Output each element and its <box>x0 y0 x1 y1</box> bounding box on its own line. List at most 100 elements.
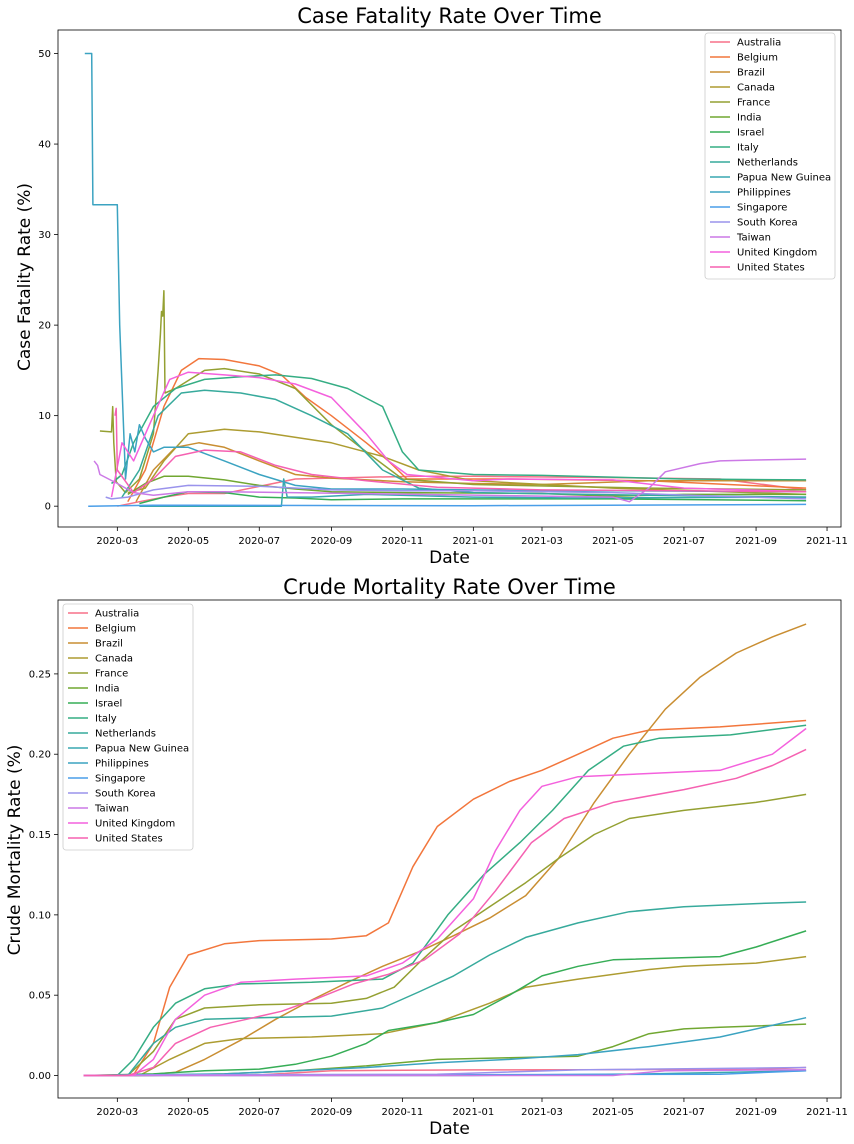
series-line-united-states <box>83 748 807 1077</box>
y-axis-label: Crude Mortality Rate (%) <box>5 745 25 956</box>
legend: Australia Belgium Brazil Canada France India I… <box>704 32 836 280</box>
legend-label: Singapore <box>737 203 787 214</box>
y-axis-label: Case Fatality Rate (%) <box>15 183 35 371</box>
legend-box <box>704 32 836 280</box>
y-tick-label: 20 <box>38 321 51 332</box>
series-line-brazil <box>83 623 807 1077</box>
x-tick-label: 2020-09 <box>311 1107 353 1118</box>
x-tick-label: 2020-11 <box>381 536 423 547</box>
legend-label: United States <box>737 263 805 274</box>
series-line-taiwan <box>93 458 807 503</box>
legend-label: United Kingdom <box>737 248 817 259</box>
legend-label: United Kingdom <box>95 819 175 830</box>
plot-area: 2020-03 2020-05 2020-07 2020-09 2020-11 2021-… <box>29 599 848 1118</box>
series-line-netherlands <box>121 389 807 498</box>
legend-box <box>62 603 194 851</box>
y-tick-label: 40 <box>38 140 51 151</box>
legend-label: Australia <box>737 38 781 49</box>
y-tick-label: 0.20 <box>29 750 51 761</box>
legend-label: Papua New Guinea <box>95 744 189 755</box>
legend-label: Italy <box>737 143 759 154</box>
x-tick-label: 2021-07 <box>663 536 705 547</box>
x-tick-label: 2021-11 <box>806 1107 848 1118</box>
legend-label: Singapore <box>95 774 145 785</box>
axes-frame <box>57 29 842 528</box>
series-line-israel <box>139 490 807 505</box>
legend-label: Brazil <box>95 639 123 650</box>
series-line-south-korea <box>105 484 807 500</box>
y-tick-label: 0.10 <box>29 910 51 921</box>
x-tick-label: 2021-07 <box>663 1107 705 1118</box>
x-tick-label: 2020-03 <box>96 1107 138 1118</box>
axes-frame <box>57 599 842 1099</box>
chart-title: Crude Mortality Rate Over Time <box>283 575 616 599</box>
y-tick-label: 0.25 <box>29 669 51 680</box>
series-lines <box>83 623 807 1077</box>
x-tick-label: 2020-05 <box>167 1107 209 1118</box>
legend-label: France <box>737 98 770 109</box>
legend-label: South Korea <box>737 218 798 229</box>
x-tick-label: 2020-07 <box>238 536 280 547</box>
x-tick-label: 2020-03 <box>96 536 138 547</box>
y-tick-label: 0.15 <box>29 830 51 841</box>
series-line-united-states <box>114 407 807 494</box>
x-tick-label: 2021-03 <box>521 1107 563 1118</box>
x-axis-label: Date <box>429 1119 470 1139</box>
legend-label: Belgium <box>737 53 778 64</box>
legend-label: Canada <box>95 654 133 665</box>
series-line-taiwan <box>83 1068 807 1077</box>
case-fatality-chart: Case Fatality Rate Over Time 2020-03 2020… <box>15 4 848 568</box>
legend-label: Israel <box>95 699 122 710</box>
series-lines <box>84 52 807 507</box>
series-line-israel <box>83 930 807 1077</box>
legend-label: Italy <box>95 714 117 725</box>
legend-label: Canada <box>737 83 775 94</box>
y-tick-label: 10 <box>38 411 51 422</box>
series-line-belgium <box>83 719 807 1077</box>
series-line-italy <box>83 724 807 1077</box>
x-tick-label: 2021-05 <box>592 1107 634 1118</box>
x-tick-label: 2020-05 <box>167 536 209 547</box>
x-tick-label: 2020-11 <box>381 1107 423 1118</box>
x-tick-label: 2020-09 <box>311 536 353 547</box>
legend-label: India <box>95 684 120 695</box>
x-tick-label: 2021-03 <box>521 536 563 547</box>
x-tick-label: 2021-01 <box>452 1107 494 1118</box>
legend-label: Taiwan <box>94 804 129 815</box>
legend-label: Brazil <box>737 68 765 79</box>
legend-label: Belgium <box>95 624 136 635</box>
series-line-philippines <box>84 52 807 493</box>
legend-label: Australia <box>95 609 139 620</box>
legend: Australia Belgium Brazil Canada France India I… <box>62 603 194 851</box>
series-line-france <box>99 289 807 494</box>
series-line-singapore <box>88 503 807 507</box>
x-tick-label: 2021-01 <box>452 536 494 547</box>
legend-label: Philippines <box>95 759 149 770</box>
y-tick-label: 0 <box>45 502 51 513</box>
legend-label: India <box>737 113 762 124</box>
y-tick-label: 0.00 <box>29 1071 51 1082</box>
crude-mortality-chart: Crude Mortality Rate Over Time 2020-03 20… <box>5 575 848 1139</box>
y-tick-label: 30 <box>38 230 51 241</box>
legend-label: Papua New Guinea <box>737 173 831 184</box>
y-tick-label: 50 <box>38 49 51 60</box>
series-line-india <box>127 475 807 497</box>
series-line-philippines <box>83 1016 807 1077</box>
legend-label: Israel <box>737 128 764 139</box>
chart-title: Case Fatality Rate Over Time <box>297 4 602 28</box>
x-tick-label: 2021-09 <box>735 1107 777 1118</box>
x-axis-label: Date <box>429 548 470 568</box>
x-tick-label: 2021-09 <box>735 536 777 547</box>
legend-label: Netherlands <box>95 729 156 740</box>
legend-label: United States <box>95 834 163 845</box>
legend-label: Netherlands <box>737 158 798 169</box>
plot-area: 2020-03 2020-05 2020-07 2020-09 2020-11 2021-… <box>38 29 848 547</box>
x-tick-label: 2021-05 <box>592 536 634 547</box>
series-line-italy <box>111 374 807 485</box>
legend-label: South Korea <box>95 789 156 800</box>
series-line-united-kingdom <box>83 727 807 1077</box>
series-line-papua-new-guinea <box>139 478 807 507</box>
series-line-canada <box>83 955 807 1077</box>
legend-label: Taiwan <box>736 233 771 244</box>
x-tick-label: 2021-11 <box>806 536 848 547</box>
